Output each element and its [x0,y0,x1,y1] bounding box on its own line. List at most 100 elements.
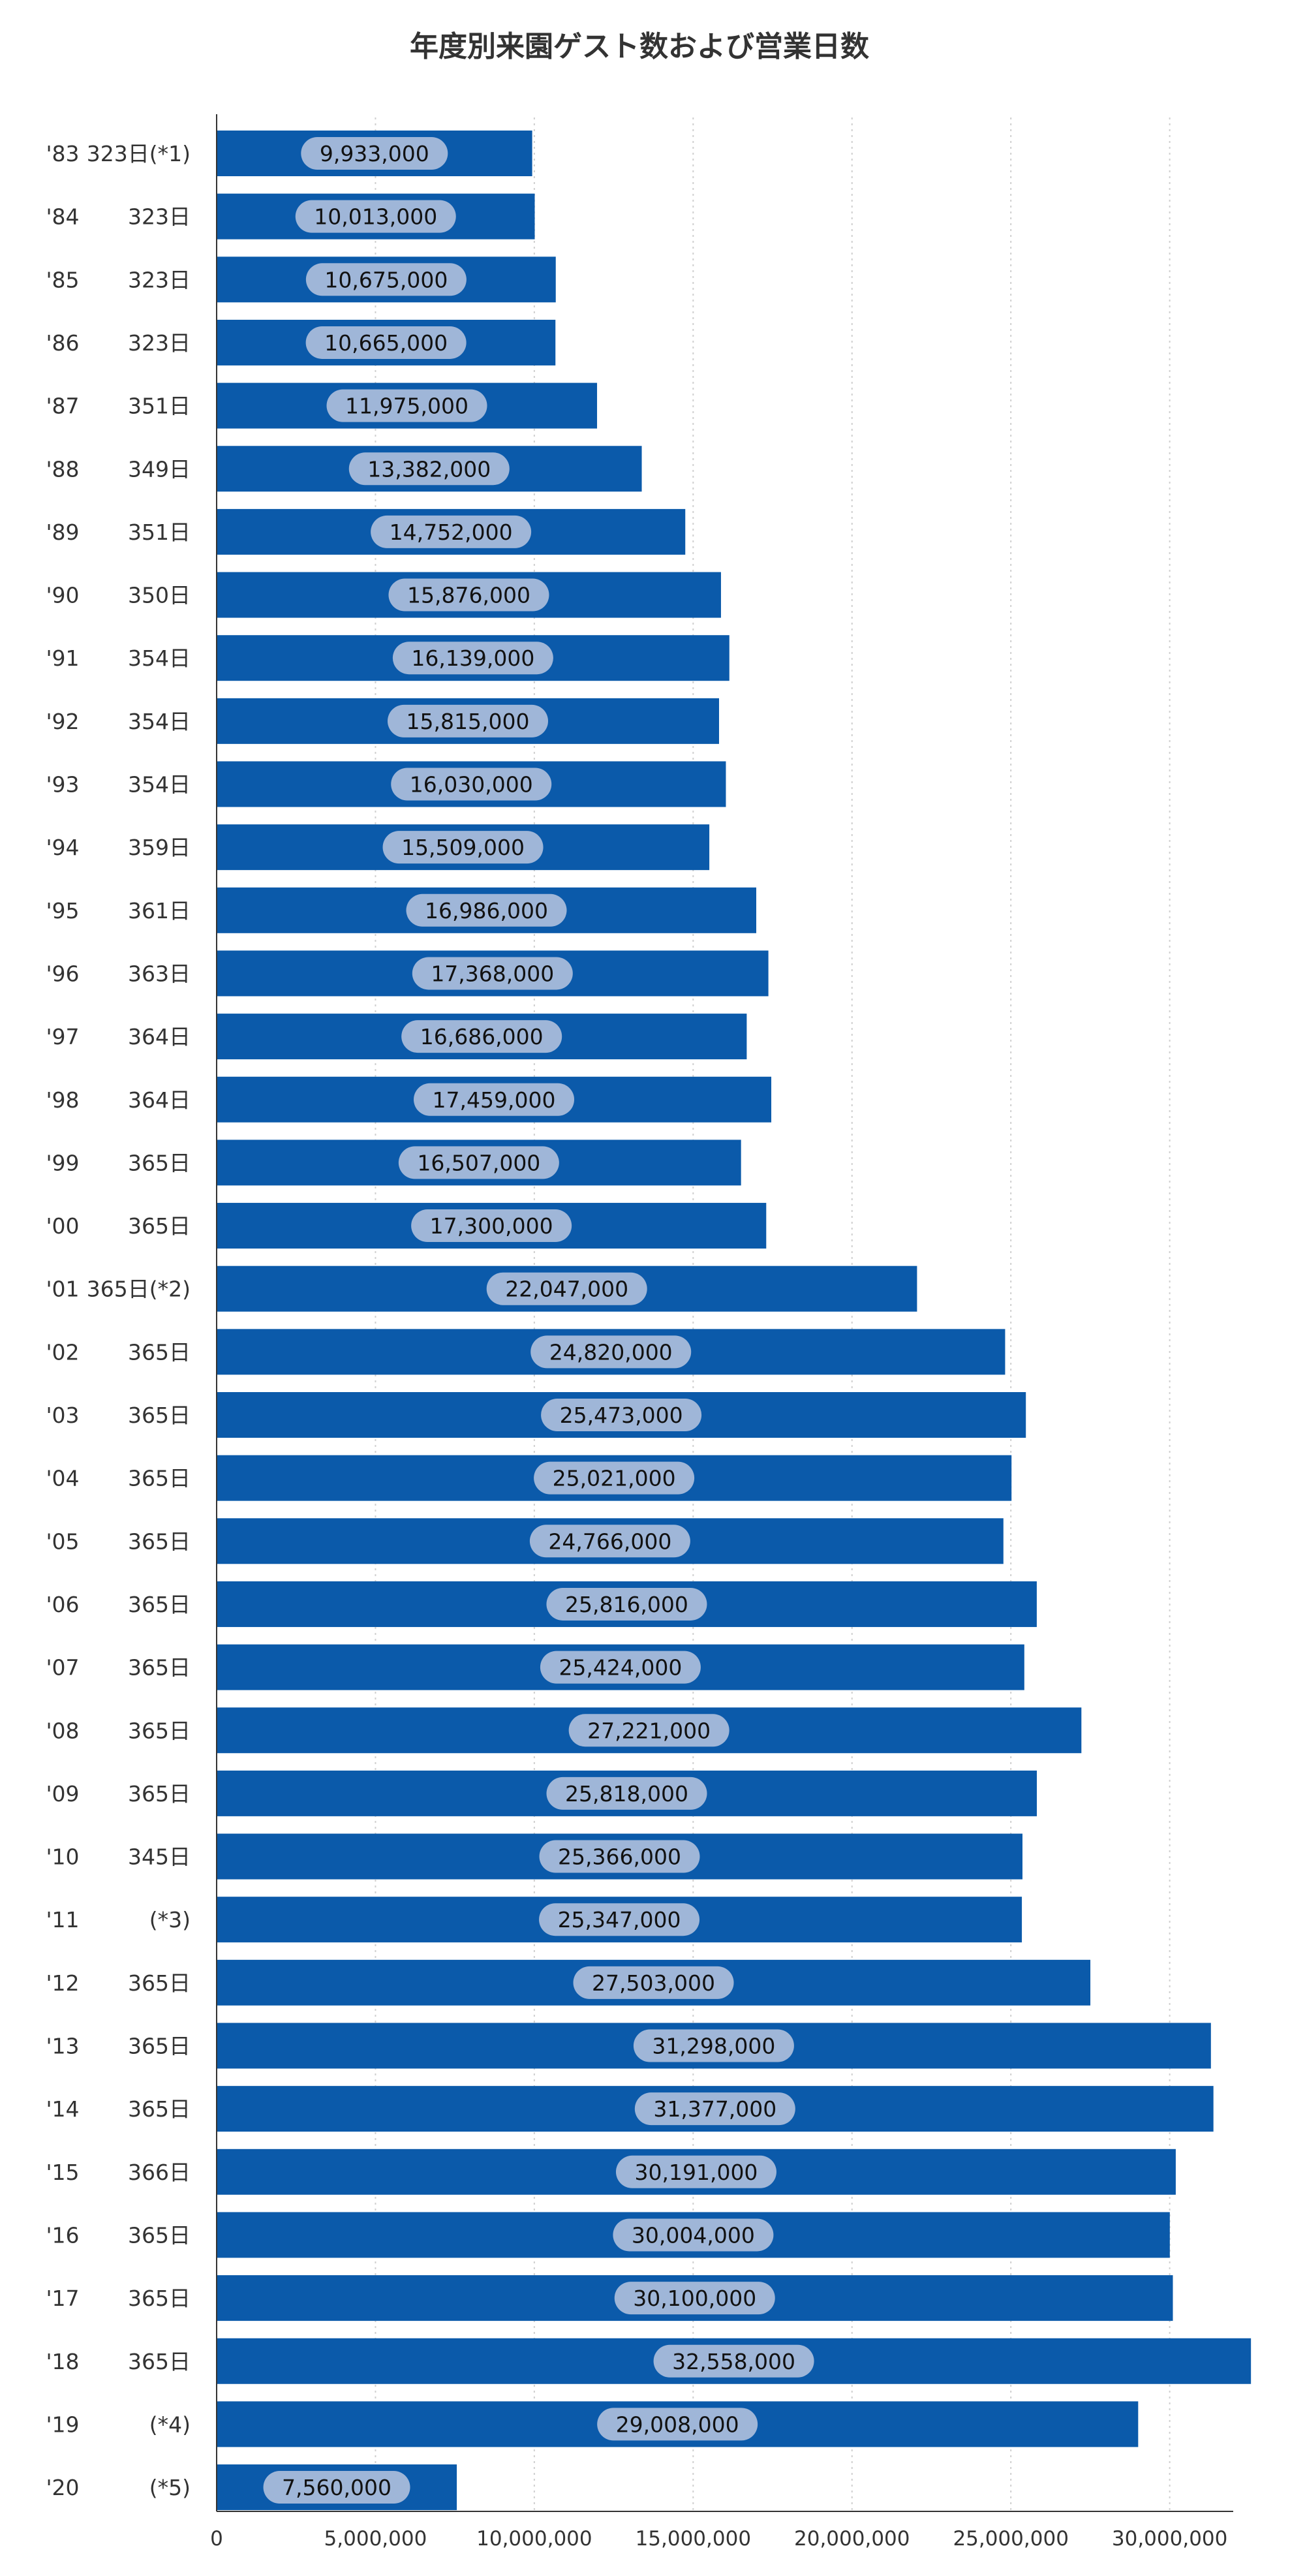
category-days-label: 365日 [128,1592,191,1617]
category-days-label: (*3) [149,1907,191,1932]
bar-group: 22,047,000 [217,1265,917,1312]
data-label: 10,013,000 [314,204,437,230]
bar-group: 25,473,000 [217,1392,1026,1438]
data-label-pill [546,1587,707,1621]
category-days-label: 365日 [128,1403,191,1428]
data-label: 24,820,000 [549,1339,673,1365]
bar-group: 30,004,000 [217,2212,1170,2258]
chart-title: 年度別来園ゲスト数および営業日数 [410,30,869,63]
category-year-label: '14 [46,2096,79,2122]
category-year-label: '89 [46,520,79,545]
category-days-label: 354日 [128,772,191,798]
category-days-label: (*4) [149,2412,191,2437]
category-year-label: '11 [46,1907,79,1932]
bar-group: 15,509,000 [217,824,710,871]
category-year-label: '19 [46,2412,79,2437]
category-year-label: '05 [46,1529,79,1554]
category-days-label: 365日 [128,2349,191,2374]
data-label: 17,459,000 [433,1087,556,1113]
category-days-label: (*5) [149,2475,191,2500]
category-year-label: '85 [46,267,79,292]
bar-group: 9,933,000 [217,131,532,176]
category-days-label: 363日 [128,961,191,986]
bar-group: 30,191,000 [217,2149,1176,2195]
category-year-label: '87 [46,394,79,419]
x-tick-label: 10,000,000 [476,2527,592,2551]
data-label-pill [382,831,544,864]
category-year-label: '15 [46,2160,79,2185]
data-label: 22,047,000 [505,1277,628,1302]
data-label: 10,665,000 [324,330,448,356]
category-year-label: '92 [46,709,79,734]
data-label-pill [295,200,456,233]
bar-group: 29,008,000 [217,2401,1139,2447]
data-label: 25,021,000 [553,1466,676,1491]
category-year-label: '01 [46,1277,79,1302]
data-label: 9,933,000 [320,141,429,166]
bar-group: 25,347,000 [217,1897,1022,1943]
category-year-label: '03 [46,1403,79,1428]
data-label: 16,507,000 [417,1150,540,1175]
category-year-label: '90 [46,583,79,608]
x-tick-label: 20,000,000 [794,2527,910,2551]
data-label: 27,503,000 [592,1970,715,1996]
category-days-label: 323日 [128,267,191,292]
data-label: 24,766,000 [548,1529,671,1554]
data-label-pill [568,1714,729,1747]
data-label: 17,300,000 [430,1213,553,1239]
bar-group: 10,675,000 [217,256,556,303]
category-days-label: 365日 [128,1781,191,1807]
data-label: 31,377,000 [653,2096,776,2122]
data-label: 25,366,000 [558,1844,681,1870]
category-days-label: 365日 [128,1150,191,1175]
category-year-label: '13 [46,2034,79,2059]
data-label-pill [392,642,553,675]
category-year-label: '00 [46,1213,79,1239]
data-label: 25,347,000 [558,1907,681,1932]
category-year-label: '07 [46,1655,79,1681]
category-days-label: 365日 [128,1970,191,1996]
data-label-pill [613,2218,774,2252]
category-year-label: '16 [46,2222,79,2248]
data-label-pill [653,2344,814,2378]
bar-group: 14,752,000 [217,508,686,555]
bars: 9,933,000 10,013,000 10,675,000 10,665,000 1… [217,131,1251,2511]
data-label: 25,816,000 [565,1592,688,1617]
data-label-pill [540,1651,701,1684]
data-label-pill [573,1966,734,1999]
bar-group: 10,013,000 [217,193,535,240]
category-year-label: '83 [46,141,79,166]
data-label: 30,100,000 [633,2286,756,2311]
data-label: 25,473,000 [560,1403,683,1428]
bar-group: 11,975,000 [217,382,598,429]
bar-group: 15,876,000 [217,572,721,618]
category-year-label: '96 [46,961,79,986]
data-label: 27,221,000 [587,1718,711,1743]
bar-group: 31,377,000 [217,2086,1214,2132]
category-days-label: 354日 [128,645,191,671]
bar-group: 16,139,000 [217,635,729,681]
category-days-label: 323日(*1) [87,141,191,166]
bar-group: 16,507,000 [217,1140,741,1186]
category-year-label: '09 [46,1781,79,1807]
data-label: 25,818,000 [565,1781,688,1807]
data-label: 31,298,000 [652,2034,775,2059]
category-days-label: 365日 [128,1655,191,1681]
x-tick-label: 15,000,000 [636,2527,752,2551]
data-label: 7,560,000 [282,2475,392,2500]
data-label-pill [633,2029,794,2062]
bar-group: 25,424,000 [217,1644,1024,1690]
x-tick-label: 5,000,000 [324,2527,427,2551]
data-label-pill [539,1903,700,1936]
data-label-pill [371,515,532,548]
data-label: 16,139,000 [411,645,534,671]
category-year-label: '97 [46,1024,79,1049]
category-days-label: 366日 [128,2160,191,2185]
data-label: 14,752,000 [390,520,513,545]
data-label: 32,558,000 [672,2349,795,2374]
data-label: 11,975,000 [345,394,468,419]
bar-group: 7,560,000 [217,2464,457,2511]
bar-group: 16,686,000 [217,1014,747,1060]
category-days-label: 351日 [128,394,191,419]
category-days-label: 365日 [128,1213,191,1239]
